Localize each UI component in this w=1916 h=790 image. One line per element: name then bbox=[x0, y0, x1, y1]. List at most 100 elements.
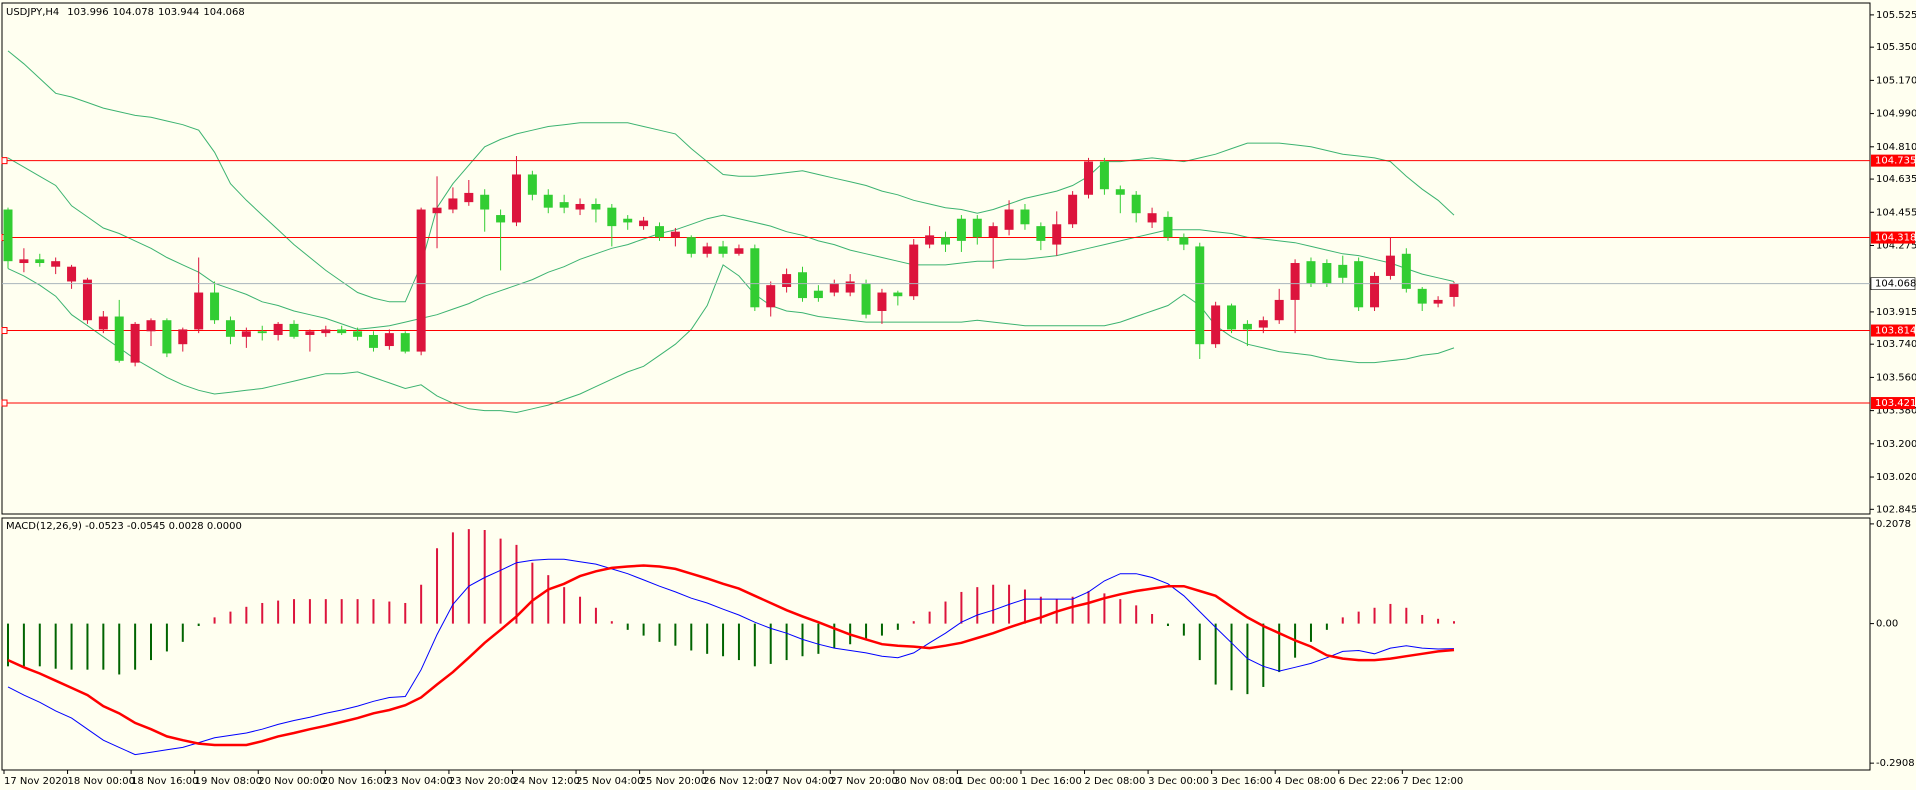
candle-body bbox=[67, 266, 77, 282]
y-tick-label: 0.2078 bbox=[1876, 519, 1911, 530]
candle-body bbox=[1163, 216, 1173, 238]
y-tick-label: 102.845 bbox=[1876, 504, 1916, 515]
candle-body bbox=[782, 274, 792, 288]
candle-body bbox=[1195, 246, 1205, 345]
candle-body bbox=[559, 202, 569, 208]
candle-body bbox=[496, 215, 506, 223]
y-tick-label: 104.635 bbox=[1876, 174, 1916, 185]
y-tick-label: 103.740 bbox=[1876, 339, 1916, 350]
level-label: 103.814 bbox=[1875, 326, 1916, 337]
header-close: 104.068 bbox=[203, 7, 244, 18]
candle-body bbox=[798, 272, 807, 299]
candle-body bbox=[241, 331, 251, 337]
candle-body bbox=[575, 203, 585, 210]
candle-body bbox=[543, 194, 553, 208]
candle-body bbox=[1274, 299, 1284, 321]
candle-body bbox=[1068, 194, 1078, 225]
x-tick-label: 6 Dec 22:06 bbox=[1339, 776, 1400, 787]
candle-body bbox=[1385, 255, 1395, 276]
x-tick-label: 27 Nov 04:00 bbox=[767, 776, 834, 787]
level-label-box bbox=[1871, 324, 1915, 337]
candle-body bbox=[702, 246, 712, 254]
candle-body bbox=[114, 316, 124, 361]
candle-body bbox=[845, 281, 855, 293]
candle-body bbox=[1179, 237, 1189, 245]
y-tick-label: 105.170 bbox=[1876, 75, 1916, 86]
candle-body bbox=[909, 244, 919, 297]
candle-body bbox=[623, 218, 633, 223]
candle-body bbox=[384, 333, 394, 347]
x-tick-label: 25 Nov 04:00 bbox=[576, 776, 643, 787]
candle-body bbox=[925, 235, 935, 245]
bollinger-band bbox=[7, 157, 1455, 330]
candle-body bbox=[639, 220, 649, 227]
candle-body bbox=[1306, 261, 1316, 284]
candle-body bbox=[210, 292, 220, 321]
candle-body bbox=[337, 329, 347, 334]
header-high: 104.078 bbox=[113, 7, 154, 18]
x-tick-label: 19 Nov 08:00 bbox=[195, 776, 262, 787]
y-tick-label: 103.915 bbox=[1876, 307, 1916, 318]
candle-body bbox=[734, 248, 744, 254]
candle-body bbox=[877, 292, 887, 311]
y-tick-label: 0.00 bbox=[1876, 619, 1898, 630]
candle-body bbox=[1417, 288, 1427, 304]
candle-body bbox=[1020, 209, 1030, 225]
x-tick-label: 1 Dec 00:00 bbox=[957, 776, 1018, 787]
candle-body bbox=[591, 203, 601, 210]
symbol: USDJPY,H4 bbox=[6, 7, 59, 18]
x-tick-label: 23 Nov 04:00 bbox=[385, 776, 452, 787]
level-label: 103.421 bbox=[1875, 398, 1916, 409]
price-panel bbox=[1, 2, 1871, 515]
candle-body bbox=[1211, 305, 1221, 345]
level-marker bbox=[1, 327, 8, 335]
x-tick-label: 2 Dec 08:00 bbox=[1085, 776, 1146, 787]
candle-body bbox=[353, 331, 363, 337]
candle-body bbox=[1036, 226, 1046, 241]
candle-body bbox=[1147, 213, 1157, 223]
candle-body bbox=[146, 320, 156, 332]
candle-body bbox=[1242, 323, 1252, 330]
x-tick-label: 17 Nov 2020 bbox=[4, 776, 68, 787]
macd-line bbox=[7, 558, 1455, 756]
candle-body bbox=[1004, 209, 1014, 230]
level-label: 104.735 bbox=[1875, 156, 1916, 167]
candle-body bbox=[162, 320, 172, 354]
candle-body bbox=[51, 261, 61, 267]
level-label-box bbox=[1871, 231, 1915, 244]
candle-body bbox=[1131, 194, 1141, 214]
candle-body bbox=[225, 320, 235, 337]
x-tick-label: 24 Nov 12:00 bbox=[512, 776, 579, 787]
y-tick-label: 105.525 bbox=[1876, 10, 1916, 21]
candle-body bbox=[257, 331, 267, 334]
candle-body bbox=[1433, 299, 1443, 304]
y-tick-label: 105.350 bbox=[1876, 42, 1916, 53]
candle-body bbox=[972, 218, 982, 238]
candle-body bbox=[1322, 263, 1332, 284]
candle-body bbox=[400, 333, 410, 352]
candle-body bbox=[464, 192, 474, 203]
candle-body bbox=[750, 248, 760, 308]
candle-body bbox=[988, 226, 998, 238]
y-tick-label: 104.990 bbox=[1876, 109, 1916, 120]
candle-body bbox=[956, 218, 966, 241]
candle-body bbox=[1099, 161, 1109, 190]
header-low: 103.944 bbox=[158, 7, 199, 18]
candle-body bbox=[289, 323, 299, 337]
candle-body bbox=[305, 331, 315, 335]
x-tick-label: 30 Nov 08:00 bbox=[894, 776, 961, 787]
x-tick-label: 18 Nov 16:00 bbox=[131, 776, 198, 787]
candle-body bbox=[432, 207, 442, 214]
candle-body bbox=[1401, 253, 1411, 289]
candle-body bbox=[1258, 320, 1268, 328]
candle-body bbox=[1115, 189, 1125, 195]
macd-line bbox=[7, 564, 1455, 747]
candle-body bbox=[670, 231, 680, 238]
y-tick-label: 104.455 bbox=[1876, 207, 1916, 218]
candle-body bbox=[3, 209, 13, 262]
candle-body bbox=[654, 226, 664, 238]
candle-body bbox=[321, 329, 331, 334]
level-label-box bbox=[1871, 397, 1915, 410]
candle-body bbox=[35, 259, 45, 264]
